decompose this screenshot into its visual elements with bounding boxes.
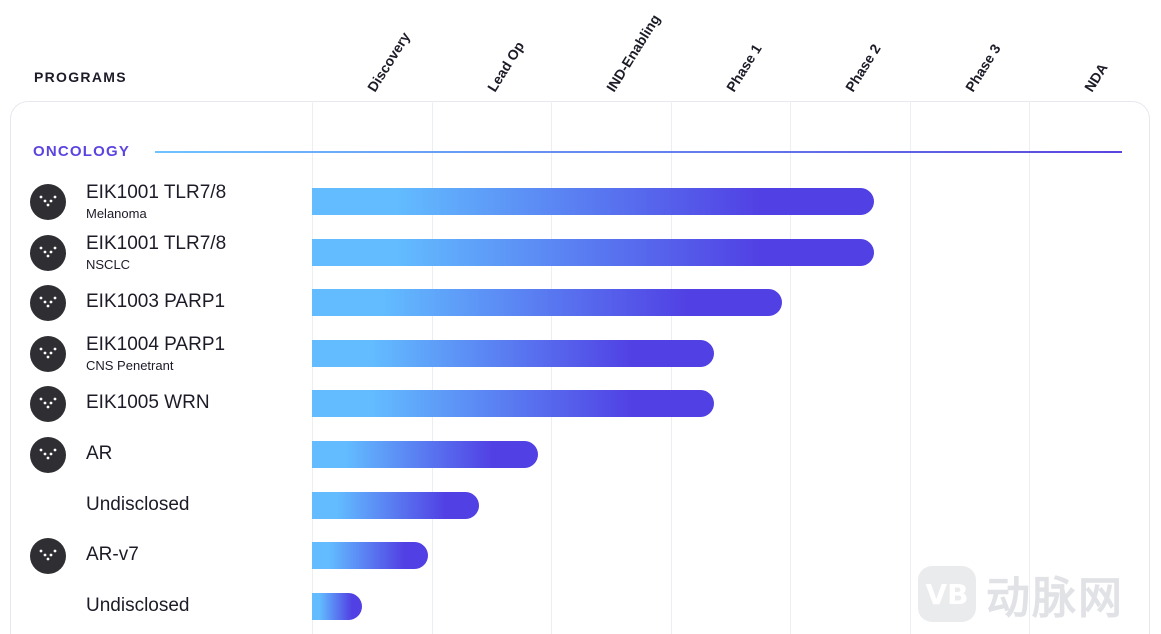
grid-line (671, 101, 672, 634)
company-logo-icon (30, 336, 66, 372)
stage-label-phase-3: Phase 3 (962, 41, 1004, 95)
program-row: EIK1004 PARP1 CNS Penetrant (0, 333, 1161, 373)
progress-bar (312, 593, 362, 620)
program-name: EIK1005 WRN (86, 392, 210, 413)
program-name: AR (86, 443, 113, 464)
program-row: AR (0, 434, 1161, 474)
program-row: EIK1003 PARP1 (0, 282, 1161, 322)
grid-line (1029, 101, 1030, 634)
grid-line (432, 101, 433, 634)
grid-line (910, 101, 911, 634)
stage-label-phase-2: Phase 2 (842, 41, 884, 95)
program-row: EIK1005 WRN (0, 383, 1161, 423)
progress-bar (312, 542, 428, 569)
program-name: EIK1001 TLR7/8 (86, 233, 227, 254)
program-row: EIK1001 TLR7/8 Melanoma (0, 181, 1161, 221)
company-logo-icon (30, 386, 66, 422)
company-logo-icon (30, 184, 66, 220)
company-logo-icon (30, 285, 66, 321)
progress-bar (312, 390, 714, 417)
stage-label-nda: NDA (1081, 60, 1111, 95)
progress-bar (312, 239, 874, 266)
section-title-oncology: ONCOLOGY (33, 143, 131, 160)
stage-label-lead-op: Lead Op (484, 38, 528, 95)
program-name: Undisclosed (86, 595, 190, 616)
program-name: EIK1003 PARP1 (86, 291, 226, 312)
stage-label-ind-enabling: IND-Enabling (603, 11, 664, 95)
progress-bar (312, 188, 874, 215)
company-logo-icon (30, 235, 66, 271)
progress-bar (312, 340, 714, 367)
watermark-logo: VB (918, 566, 976, 622)
program-row: Undisclosed (0, 586, 1161, 626)
program-row: Undisclosed (0, 485, 1161, 525)
company-logo-icon (30, 538, 66, 574)
grid-line (312, 101, 313, 634)
program-name: AR-v7 (86, 544, 139, 565)
program-row: AR-v7 (0, 535, 1161, 575)
grid-line (551, 101, 552, 634)
section-divider (155, 151, 1122, 153)
stage-label-discovery: Discovery (364, 29, 414, 95)
program-indication: NSCLC (86, 257, 131, 272)
program-name: EIK1001 TLR7/8 (86, 182, 227, 203)
stage-label-phase-1: Phase 1 (723, 41, 765, 95)
grid-line (790, 101, 791, 634)
progress-bar (312, 441, 538, 468)
progress-bar (312, 492, 479, 519)
program-indication: CNS Penetrant (86, 358, 174, 373)
watermark-text: 动脉网 (986, 573, 1124, 624)
programs-column-header: PROGRAMS (34, 69, 127, 85)
program-name: EIK1004 PARP1 (86, 334, 226, 355)
company-logo-icon (30, 437, 66, 473)
progress-bar (312, 289, 782, 316)
program-row: EIK1001 TLR7/8 NSCLC (0, 232, 1161, 272)
program-name: Undisclosed (86, 494, 190, 515)
watermark: VB 动脉网 (918, 566, 1124, 624)
program-indication: Melanoma (86, 206, 147, 221)
